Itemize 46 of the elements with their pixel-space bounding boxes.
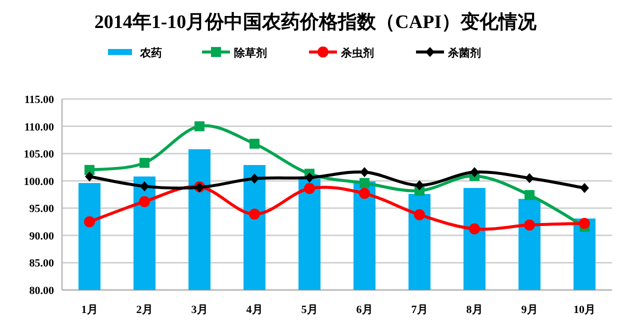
y-tick-label: 80.00: [29, 285, 54, 297]
x-tick-label: 7月: [411, 304, 428, 316]
x-tick-label: 5月: [301, 304, 318, 316]
y-tick-label: 110.00: [24, 121, 54, 134]
x-tick-label: 9月: [521, 304, 538, 316]
point: [524, 220, 535, 231]
point: [580, 182, 589, 193]
point: [359, 188, 370, 199]
point: [469, 223, 480, 234]
y-tick-label: 85.00: [29, 258, 54, 270]
y-tick-label: 115.00: [24, 94, 54, 106]
point: [250, 174, 259, 184]
y-tick-label: 100.00: [24, 176, 54, 188]
point: [194, 121, 204, 132]
x-tick-label: 6月: [356, 304, 373, 316]
legend-label: 杀菌剂: [447, 46, 481, 60]
legend-label: 杀虫剂: [340, 46, 374, 60]
point: [305, 172, 314, 183]
point: [140, 181, 149, 192]
point: [250, 138, 260, 149]
chart-title: 2014年1-10月份中国农药价格指数（CAPI）变化情况: [94, 11, 538, 33]
x-tick-label: 2月: [136, 304, 153, 316]
point: [84, 216, 95, 228]
point: [414, 209, 425, 220]
y-tick-label: 90.00: [29, 230, 54, 242]
x-tick-label: 3月: [191, 304, 208, 316]
x-tick-label: 10月: [574, 304, 596, 316]
legend-label: 除草剂: [234, 46, 267, 60]
x-tick-label: 4月: [246, 304, 263, 316]
legend-label: 农药: [139, 46, 162, 60]
point: [249, 208, 260, 220]
point: [524, 190, 534, 200]
point: [470, 167, 479, 178]
point: [415, 180, 424, 190]
y-tick-label: 95.00: [29, 203, 54, 216]
point: [360, 167, 369, 178]
point: [525, 173, 534, 184]
x-tick-label: 8月: [466, 304, 483, 316]
point: [85, 171, 94, 182]
x-tick-label: 1月: [81, 304, 98, 316]
point: [304, 182, 315, 194]
point: [140, 158, 150, 168]
point: [579, 218, 590, 229]
point: [139, 196, 150, 208]
point: [360, 178, 370, 188]
y-tick-label: 105.00: [24, 148, 54, 161]
